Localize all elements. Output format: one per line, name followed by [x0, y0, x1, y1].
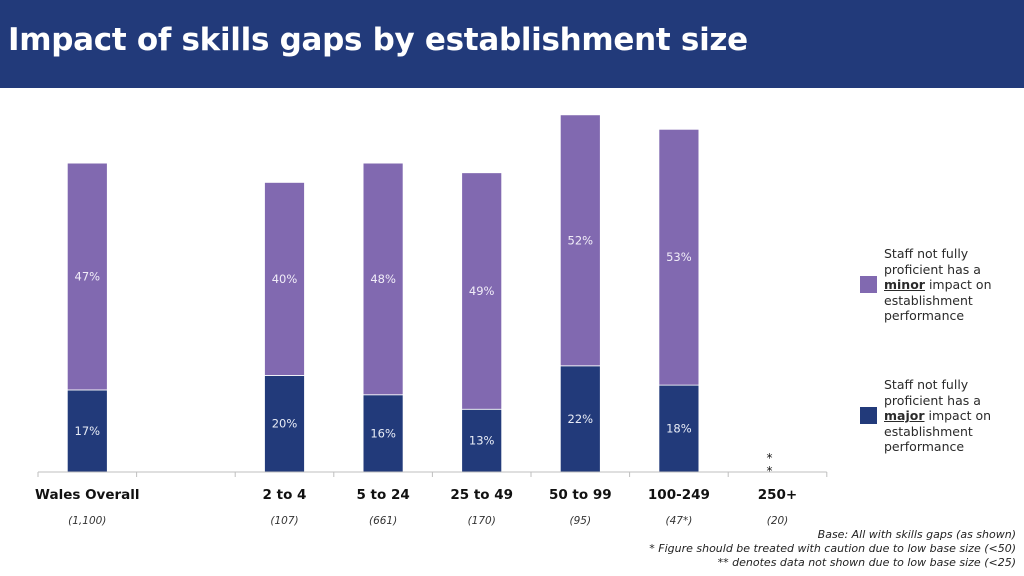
x-tick-label-0: Wales Overall: [35, 487, 140, 503]
base-size-label-7: (20): [767, 515, 789, 527]
data-label-major-4: 13%: [469, 434, 495, 448]
legend-minor-pre: Staff not fully proficient has a: [884, 246, 981, 277]
footnote-suppressed: ** denotes data not shown due to low bas…: [717, 556, 1016, 569]
base-size-label-6: (47*): [665, 515, 692, 527]
legend-label-major: Staff not fully proficient has a major i…: [884, 377, 1010, 455]
base-size-label-3: (661): [369, 515, 397, 527]
bar-minor-4: [461, 172, 503, 410]
suppressed-marker: * *: [767, 451, 773, 478]
x-tick-label-5: 50 to 99: [549, 487, 612, 503]
data-label-minor-6: 53%: [666, 250, 692, 264]
data-label-minor-5: 52%: [568, 233, 594, 247]
footnotes: Base: All with skills gaps (as shown) * …: [649, 528, 1016, 570]
x-tick-label-4: 25 to 49: [450, 487, 513, 503]
footnote-caution: * Figure should be treated with caution …: [649, 542, 1016, 555]
bar-major-6: [658, 384, 700, 473]
data-label-minor-4: 49%: [469, 284, 495, 298]
legend-minor-key: minor: [884, 277, 925, 292]
page-title: Impact of skills gaps by establishment s…: [8, 22, 748, 58]
base-size-label-0: (1,100): [68, 515, 106, 527]
legend-swatch-minor: [860, 276, 877, 293]
data-label-minor-3: 48%: [370, 272, 396, 286]
bar-minor-3: [362, 162, 404, 396]
legend-major-post: impact on establishment performance: [884, 408, 992, 454]
base-size-label-5: (95): [570, 515, 592, 527]
data-label-major-2: 20%: [272, 417, 298, 431]
data-label-major-6: 18%: [666, 422, 692, 436]
x-tick-label-3: 5 to 24: [356, 487, 409, 503]
data-label-major-0: 17%: [75, 424, 101, 438]
legend-major-pre: Staff not fully proficient has a: [884, 377, 981, 408]
data-label-minor-0: 47%: [75, 270, 101, 284]
data-label-minor-2: 40%: [272, 272, 298, 286]
base-size-label-4: (170): [468, 515, 496, 527]
bar-minor-0: [66, 162, 108, 391]
legend-major-key: major: [884, 408, 925, 423]
header-bar: Impact of skills gaps by establishment s…: [0, 0, 1024, 88]
base-size-label-2: (107): [270, 515, 298, 527]
x-tick-label-7: 250+: [758, 487, 798, 503]
x-tick-label-6: 100-249: [648, 487, 710, 503]
legend-swatch-major: [860, 407, 877, 424]
legend-minor-post: impact on establishment performance: [884, 277, 992, 323]
data-label-major-3: 16%: [370, 426, 396, 440]
bar-minor-5: [559, 114, 601, 367]
bar-major-2: [264, 375, 305, 473]
legend-label-minor: Staff not fully proficient has a minor i…: [884, 246, 1010, 324]
bar-minor-6: [658, 128, 700, 386]
x-tick-label-2: 2 to 4: [263, 487, 307, 503]
footnote-base: Base: All with skills gaps (as shown): [817, 528, 1016, 541]
data-label-major-5: 22%: [568, 412, 594, 426]
bar-minor-2: [264, 181, 305, 376]
